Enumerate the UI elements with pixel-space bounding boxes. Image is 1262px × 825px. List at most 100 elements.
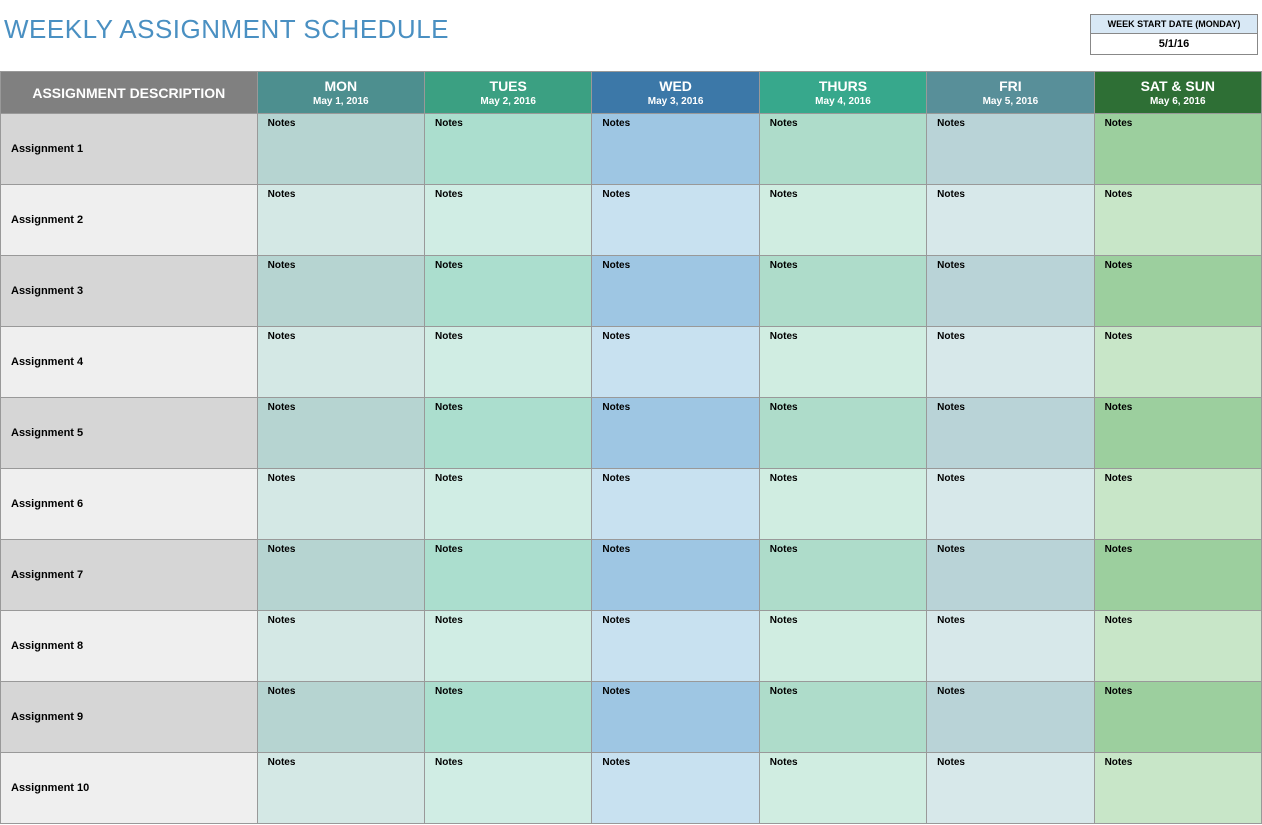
- note-cell[interactable]: Notes: [759, 540, 926, 611]
- col-header-day: WEDMay 3, 2016: [592, 72, 759, 114]
- note-cell[interactable]: Notes: [1094, 540, 1261, 611]
- note-cell[interactable]: Notes: [1094, 327, 1261, 398]
- schedule-table: ASSIGNMENT DESCRIPTIONMONMay 1, 2016TUES…: [0, 71, 1262, 824]
- note-cell[interactable]: Notes: [592, 327, 759, 398]
- note-cell[interactable]: Notes: [257, 540, 424, 611]
- note-label: Notes: [1105, 189, 1133, 200]
- table-row: Assignment 8NotesNotesNotesNotesNotesNot…: [1, 611, 1262, 682]
- note-cell[interactable]: Notes: [1094, 256, 1261, 327]
- assignment-description-cell[interactable]: Assignment 1: [1, 114, 258, 185]
- note-label: Notes: [937, 757, 965, 768]
- note-label: Notes: [1105, 402, 1133, 413]
- note-label: Notes: [435, 615, 463, 626]
- note-label: Notes: [268, 331, 296, 342]
- note-cell[interactable]: Notes: [1094, 469, 1261, 540]
- note-cell[interactable]: Notes: [592, 398, 759, 469]
- note-label: Notes: [602, 402, 630, 413]
- note-cell[interactable]: Notes: [927, 114, 1094, 185]
- note-label: Notes: [435, 686, 463, 697]
- note-cell[interactable]: Notes: [759, 256, 926, 327]
- note-cell[interactable]: Notes: [257, 327, 424, 398]
- note-cell[interactable]: Notes: [425, 398, 592, 469]
- assignment-description-cell[interactable]: Assignment 6: [1, 469, 258, 540]
- col-header-day: TUESMay 2, 2016: [425, 72, 592, 114]
- note-cell[interactable]: Notes: [592, 185, 759, 256]
- assignment-description-cell[interactable]: Assignment 4: [1, 327, 258, 398]
- note-cell[interactable]: Notes: [759, 753, 926, 824]
- assignment-description-cell[interactable]: Assignment 5: [1, 398, 258, 469]
- table-row: Assignment 10NotesNotesNotesNotesNotesNo…: [1, 753, 1262, 824]
- note-cell[interactable]: Notes: [425, 327, 592, 398]
- note-cell[interactable]: Notes: [257, 611, 424, 682]
- assignment-description-cell[interactable]: Assignment 8: [1, 611, 258, 682]
- note-cell[interactable]: Notes: [927, 185, 1094, 256]
- note-cell[interactable]: Notes: [257, 682, 424, 753]
- note-cell[interactable]: Notes: [592, 469, 759, 540]
- note-cell[interactable]: Notes: [927, 682, 1094, 753]
- note-cell[interactable]: Notes: [759, 682, 926, 753]
- note-cell[interactable]: Notes: [257, 469, 424, 540]
- table-row: Assignment 9NotesNotesNotesNotesNotesNot…: [1, 682, 1262, 753]
- assignment-description-cell[interactable]: Assignment 9: [1, 682, 258, 753]
- note-cell[interactable]: Notes: [592, 753, 759, 824]
- note-cell[interactable]: Notes: [759, 327, 926, 398]
- note-cell[interactable]: Notes: [425, 540, 592, 611]
- day-date: May 4, 2016: [760, 96, 926, 107]
- note-cell[interactable]: Notes: [425, 469, 592, 540]
- note-cell[interactable]: Notes: [759, 611, 926, 682]
- table-row: Assignment 1NotesNotesNotesNotesNotesNot…: [1, 114, 1262, 185]
- note-cell[interactable]: Notes: [927, 327, 1094, 398]
- col-header-description: ASSIGNMENT DESCRIPTION: [1, 72, 258, 114]
- note-cell[interactable]: Notes: [759, 185, 926, 256]
- note-label: Notes: [937, 402, 965, 413]
- note-cell[interactable]: Notes: [592, 540, 759, 611]
- note-cell[interactable]: Notes: [257, 114, 424, 185]
- note-label: Notes: [770, 686, 798, 697]
- note-cell[interactable]: Notes: [592, 256, 759, 327]
- note-cell[interactable]: Notes: [927, 469, 1094, 540]
- note-cell[interactable]: Notes: [257, 753, 424, 824]
- note-cell[interactable]: Notes: [1094, 398, 1261, 469]
- note-cell[interactable]: Notes: [927, 611, 1094, 682]
- note-cell[interactable]: Notes: [1094, 114, 1261, 185]
- assignment-description-cell[interactable]: Assignment 7: [1, 540, 258, 611]
- day-date: May 1, 2016: [258, 96, 424, 107]
- note-cell[interactable]: Notes: [759, 114, 926, 185]
- note-cell[interactable]: Notes: [1094, 611, 1261, 682]
- note-cell[interactable]: Notes: [927, 398, 1094, 469]
- day-date: May 3, 2016: [592, 96, 758, 107]
- note-label: Notes: [1105, 615, 1133, 626]
- note-cell[interactable]: Notes: [592, 682, 759, 753]
- col-header-day: THURSMay 4, 2016: [759, 72, 926, 114]
- note-cell[interactable]: Notes: [425, 753, 592, 824]
- note-cell[interactable]: Notes: [927, 256, 1094, 327]
- assignment-description-cell[interactable]: Assignment 3: [1, 256, 258, 327]
- note-cell[interactable]: Notes: [425, 185, 592, 256]
- note-cell[interactable]: Notes: [927, 753, 1094, 824]
- note-cell[interactable]: Notes: [425, 114, 592, 185]
- note-cell[interactable]: Notes: [257, 398, 424, 469]
- assignment-description-cell[interactable]: Assignment 2: [1, 185, 258, 256]
- note-label: Notes: [268, 189, 296, 200]
- note-label: Notes: [937, 331, 965, 342]
- note-cell[interactable]: Notes: [1094, 682, 1261, 753]
- note-cell[interactable]: Notes: [1094, 753, 1261, 824]
- note-cell[interactable]: Notes: [592, 114, 759, 185]
- note-cell[interactable]: Notes: [425, 682, 592, 753]
- note-label: Notes: [770, 331, 798, 342]
- note-cell[interactable]: Notes: [425, 611, 592, 682]
- note-cell[interactable]: Notes: [257, 256, 424, 327]
- table-row: Assignment 6NotesNotesNotesNotesNotesNot…: [1, 469, 1262, 540]
- start-date-value[interactable]: 5/1/16: [1091, 34, 1257, 54]
- note-cell[interactable]: Notes: [425, 256, 592, 327]
- note-cell[interactable]: Notes: [759, 469, 926, 540]
- note-label: Notes: [602, 260, 630, 271]
- start-date-label: WEEK START DATE (MONDAY): [1091, 15, 1257, 34]
- day-label: FRI: [927, 78, 1093, 94]
- note-cell[interactable]: Notes: [927, 540, 1094, 611]
- note-cell[interactable]: Notes: [592, 611, 759, 682]
- note-cell[interactable]: Notes: [759, 398, 926, 469]
- note-cell[interactable]: Notes: [257, 185, 424, 256]
- note-cell[interactable]: Notes: [1094, 185, 1261, 256]
- assignment-description-cell[interactable]: Assignment 10: [1, 753, 258, 824]
